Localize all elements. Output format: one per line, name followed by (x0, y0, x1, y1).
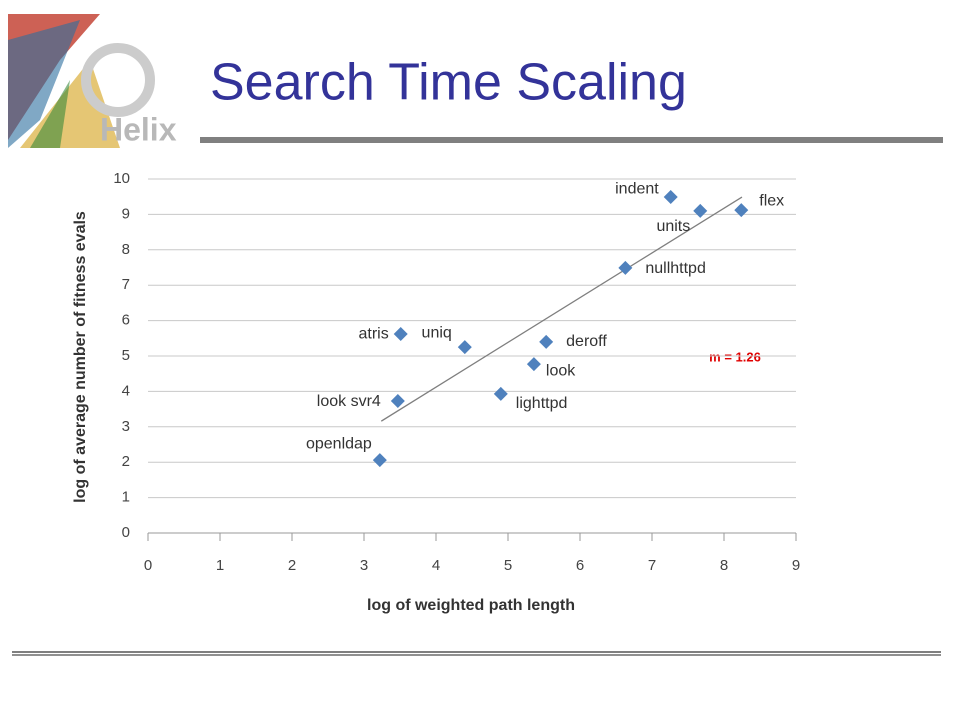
point-label: look svr4 (317, 393, 381, 410)
x-axis-title: log of weighted path length (367, 597, 575, 614)
point (734, 203, 749, 218)
x-tick-label: 0 (144, 557, 152, 574)
point-label: look (546, 362, 576, 379)
x-tick-label: 7 (648, 557, 656, 574)
annotation: m = 1.26 (709, 349, 761, 364)
logo-graphic (8, 14, 155, 148)
x-tick-label: 2 (288, 557, 296, 574)
point (390, 393, 405, 408)
point-label: flex (759, 192, 784, 209)
y-tick-label: 1 (122, 489, 130, 506)
point (526, 357, 541, 372)
y-tick-label: 10 (113, 170, 130, 187)
title-rule (200, 137, 943, 143)
point-label: indent (615, 180, 659, 197)
y-tick-label: 7 (122, 276, 130, 293)
slide-title: Search Time Scaling (210, 54, 687, 112)
x-tick-label: 3 (360, 557, 368, 574)
trendline (380, 196, 743, 422)
point-label: nullhttpd (645, 260, 706, 277)
x-tick-label: 1 (216, 557, 224, 574)
x-tick-label: 6 (576, 557, 584, 574)
point (663, 190, 678, 205)
x-tick-label: 9 (792, 557, 800, 574)
point-label: units (656, 218, 690, 235)
point (372, 453, 387, 468)
y-tick-label: 0 (122, 524, 130, 541)
logo-text: Helix (100, 111, 177, 147)
point-label: atris (358, 325, 388, 342)
point (493, 386, 508, 401)
y-tick-label: 5 (122, 347, 130, 364)
x-tick-label: 8 (720, 557, 728, 574)
point (457, 340, 472, 355)
point-label: deroff (566, 333, 607, 350)
y-tick-label: 8 (122, 241, 130, 258)
point-label: uniq (422, 324, 452, 341)
y-tick-label: 6 (122, 312, 130, 329)
x-tick-label: 4 (432, 557, 440, 574)
point (393, 327, 408, 342)
y-axis-title: log of average number of fitness evals (72, 211, 89, 503)
point (539, 334, 554, 349)
y-tick-label: 3 (122, 418, 130, 435)
point (618, 260, 633, 275)
point-label: lighttpd (516, 395, 568, 412)
point-label: openldap (306, 435, 372, 452)
y-tick-label: 2 (122, 453, 130, 470)
y-tick-label: 4 (122, 382, 130, 399)
y-tick-label: 9 (122, 205, 130, 222)
point (693, 203, 708, 218)
x-tick-label: 5 (504, 557, 512, 574)
